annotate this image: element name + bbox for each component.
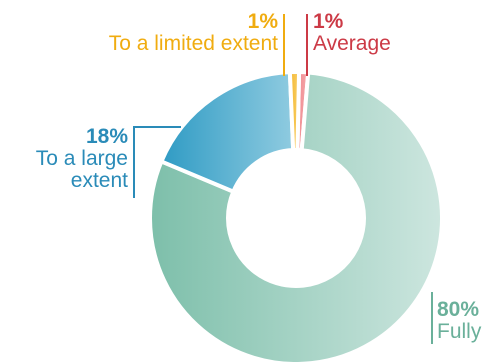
average-label: 1% Average bbox=[313, 10, 391, 56]
large-text-line1: To a large bbox=[35, 147, 128, 171]
fully-text: Fully bbox=[437, 320, 482, 344]
average-pct: 1% bbox=[313, 10, 344, 33]
slice-limited-extent bbox=[287, 70, 302, 153]
average-leader-line bbox=[306, 14, 308, 76]
limited-pct: 1% bbox=[247, 10, 278, 33]
large-leader-line bbox=[133, 126, 135, 198]
fully-pct: 80% bbox=[437, 298, 480, 321]
limited-label: 1% To a limited extent bbox=[108, 10, 278, 56]
fully-leader-line bbox=[431, 292, 433, 344]
large-label: 18% To a large extent bbox=[35, 125, 128, 193]
average-text: Average bbox=[313, 32, 391, 56]
slice-fully bbox=[148, 70, 444, 362]
limited-leader-line bbox=[283, 14, 285, 76]
limited-text: To a limited extent bbox=[108, 32, 278, 56]
fully-label: 80% Fully bbox=[437, 298, 482, 344]
large-text-line2: extent bbox=[70, 169, 128, 193]
large-leader-tick bbox=[133, 126, 181, 128]
large-pct: 18% bbox=[85, 125, 128, 148]
